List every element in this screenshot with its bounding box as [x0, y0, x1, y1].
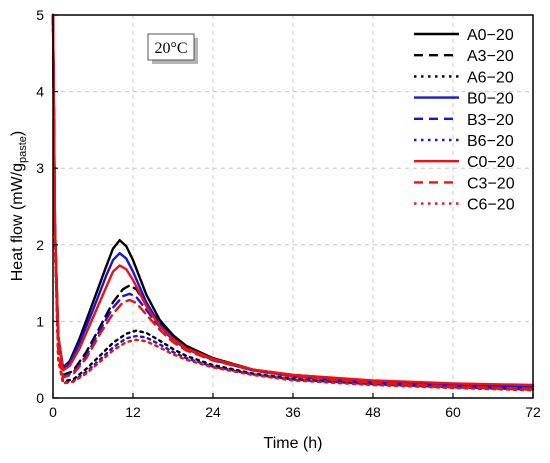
series-line: [51, 13, 535, 390]
y-axis-label-main: Heat flow (mW/g: [9, 163, 26, 281]
legend-label: B0−20: [467, 91, 514, 108]
y-axis-label: Heat flow (mW/gpaste): [9, 131, 29, 282]
x-tick-label: 60: [445, 404, 461, 420]
series-lines: [51, 13, 535, 392]
y-tick-label: 0: [36, 390, 44, 406]
x-tick-label: 48: [365, 404, 381, 420]
x-tick-label: 24: [205, 404, 221, 420]
series-line: [51, 13, 535, 390]
y-tick-label: 2: [36, 237, 44, 253]
x-axis-label: Time (h): [264, 435, 323, 452]
series-line: [51, 13, 535, 392]
legend-label: C0−20: [467, 154, 515, 171]
series-line: [51, 13, 535, 390]
y-axis-label-close: ): [9, 131, 26, 136]
grid-lines: [53, 15, 533, 398]
legend-label: A0−20: [467, 27, 514, 44]
y-axis-label-subscript: paste: [17, 136, 29, 163]
annotation-box: [147, 33, 195, 61]
legend-label: C3−20: [467, 175, 515, 192]
temperature-annotation: 20°C: [147, 33, 198, 64]
legend-label: A6−20: [467, 69, 514, 86]
legend-label: A3−20: [467, 48, 514, 65]
y-tick-label: 1: [36, 313, 44, 329]
y-tick-label: 5: [36, 7, 44, 23]
y-tick-label: 3: [36, 160, 44, 176]
legend-label: B6−20: [467, 133, 514, 150]
y-tick-label: 4: [36, 84, 44, 100]
x-tick-label: 36: [285, 404, 301, 420]
legend-label: C6−20: [467, 197, 515, 214]
x-tick-label: 0: [49, 404, 57, 420]
x-tick-label: 12: [125, 404, 141, 420]
legend-label: B3−20: [467, 112, 514, 129]
legend: A0−20 A3−20 A6−20 B0−20 B3−20 B6−20 C0−20 C3−20…: [414, 27, 515, 214]
annotation-text: 20°C: [154, 40, 187, 57]
x-tick-label: 72: [525, 404, 541, 420]
